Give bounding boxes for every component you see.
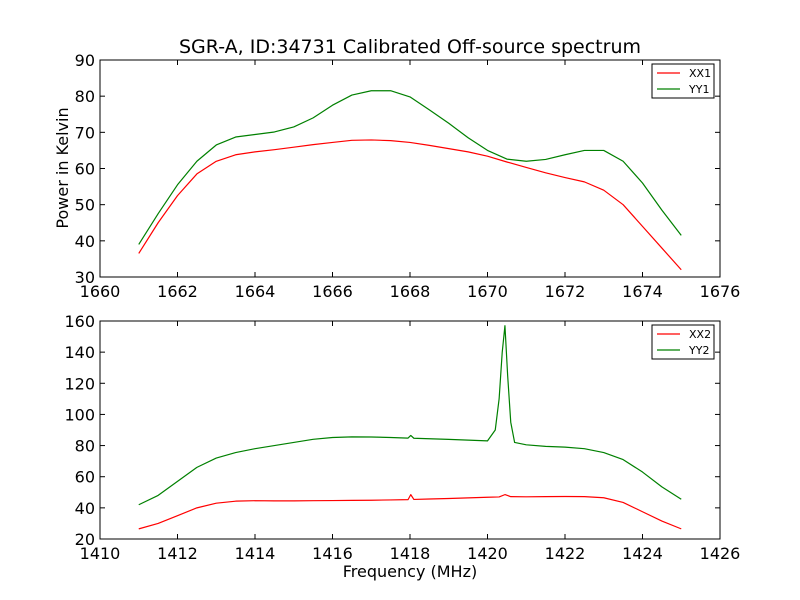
bottom-chart-x-tick-label: 1412 [157,544,198,563]
bottom-chart-x-tick-label: 1426 [700,544,741,563]
top-chart-legend-box [651,63,715,99]
top-chart-y-tick-label: 80 [75,87,95,106]
bottom-chart-series-line-yy2 [138,325,682,506]
top-chart-x-tick-label: 1672 [545,282,586,301]
bottom-chart-y-tick-label: 20 [75,530,95,549]
bottom-chart-x-tick-label: 1414 [235,544,276,563]
top-chart-y-tick-label: 50 [75,196,95,215]
top-chart-ticks: 1660 1662 1664 1666 1668 1670 1672 1674 1676 30 40… [75,51,741,301]
top-chart-legend-label-xx1: XX1 [689,67,711,80]
bottom-chart-ticks: 1410 1412 1414 1416 1418 1420 1422 1424 1426 20 40… [64,312,740,563]
top-chart-y-tick-label: 40 [75,232,95,251]
bottom-chart: 1410 1412 1414 1416 1418 1420 1422 1424 1426 20 40… [64,312,740,581]
top-chart-x-tick-label: 1660 [80,282,121,301]
bottom-chart-series-lines [138,325,682,530]
bottom-chart-x-tick-label: 1420 [467,544,508,563]
bottom-chart-x-tick-label: 1416 [312,544,353,563]
bottom-chart-series-line-xx2 [138,494,682,530]
bottom-chart-x-axis-label: Frequency (MHz) [343,562,477,581]
top-chart-x-tick-label: 1662 [157,282,198,301]
bottom-chart-x-tick-label: 1410 [80,544,121,563]
bottom-chart-y-tick-label: 100 [64,405,95,424]
bottom-chart-legend-box [651,324,715,360]
bottom-chart-legend-label-xx2: XX2 [689,328,711,341]
top-chart-x-tick-label: 1664 [235,282,276,301]
top-chart-y-tick-label: 70 [75,123,95,142]
top-chart-legend-label-yy1: YY1 [688,83,709,96]
top-chart-y-tick-label: 60 [75,160,95,179]
bottom-chart-y-tick-label: 120 [64,374,95,393]
chart-title: SGR-A, ID:34731 Calibrated Off-source sp… [179,36,641,58]
bottom-chart-x-tick-label: 1422 [545,544,586,563]
top-chart-series-line-yy1 [138,90,682,245]
top-chart-x-tick-label: 1668 [390,282,431,301]
top-chart: 1660 1662 1664 1666 1668 1670 1672 1674 1676 30 40… [53,51,740,301]
top-chart-x-tick-label: 1670 [467,282,508,301]
top-chart-series-line-xx1 [138,139,682,271]
bottom-chart-y-tick-label: 140 [64,343,95,362]
bottom-chart-legend-label-yy2: YY2 [688,344,709,357]
top-chart-y-tick-label: 90 [75,51,95,70]
bottom-chart-y-tick-label: 80 [75,437,95,456]
top-chart-y-axis-label: Power in Kelvin [53,107,72,228]
top-chart-x-tick-label: 1676 [700,282,741,301]
bottom-chart-x-tick-label: 1424 [622,544,663,563]
top-chart-x-tick-label: 1674 [622,282,663,301]
top-chart-y-tick-label: 30 [75,268,95,287]
bottom-chart-y-tick-label: 40 [75,499,95,518]
top-chart-series-lines [138,90,682,271]
top-chart-x-tick-label: 1666 [312,282,353,301]
bottom-chart-y-tick-label: 60 [75,468,95,487]
bottom-chart-y-tick-label: 160 [64,312,95,331]
bottom-chart-x-tick-label: 1418 [390,544,431,563]
